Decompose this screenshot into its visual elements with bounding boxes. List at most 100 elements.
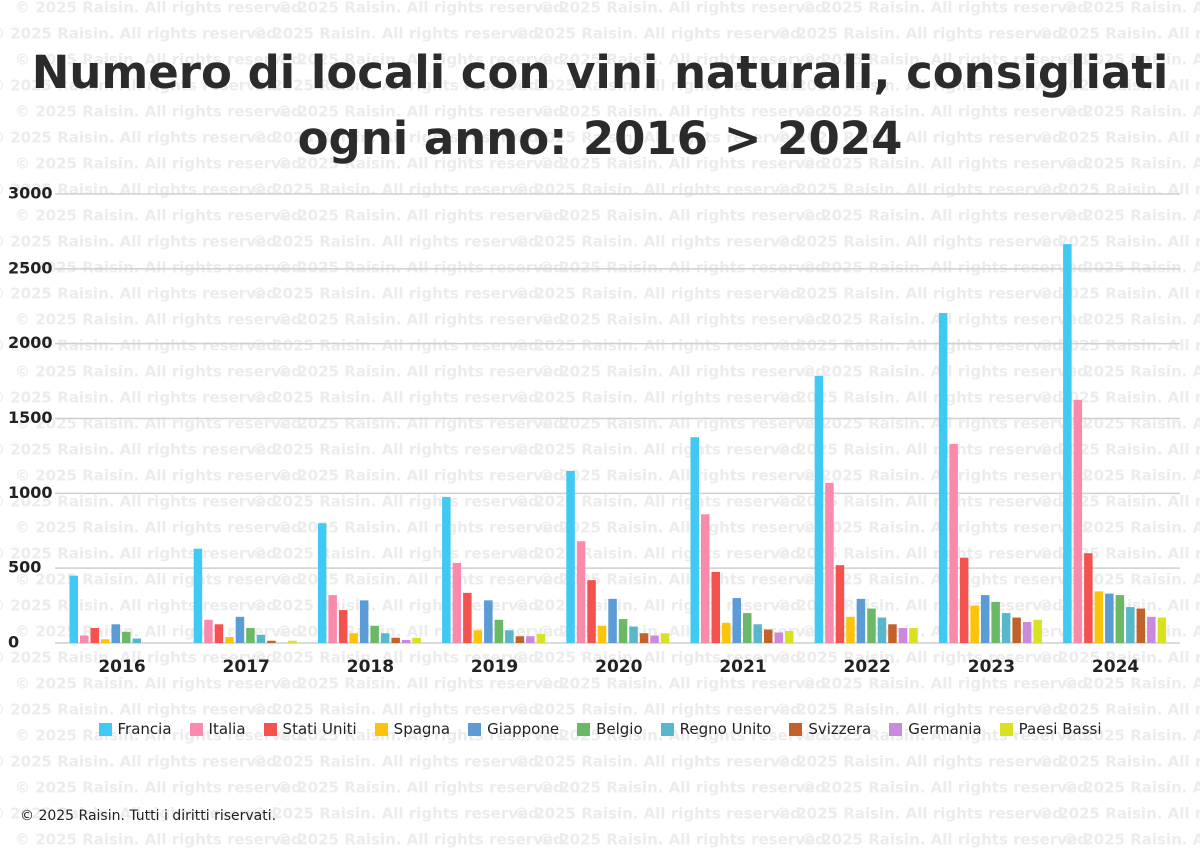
watermark: © 2025 Raisin. All rights reserved. xyxy=(801,779,1094,797)
watermark: © 2025 Raisin. All rights reserved. xyxy=(1063,103,1200,121)
y-tick-label: 3000 xyxy=(8,184,53,203)
watermark: © 2025 Raisin. All rights reserved. xyxy=(539,571,832,589)
watermark: © 2025 Raisin. All rights reserved. xyxy=(801,259,1094,277)
watermark: © 2025 Raisin. All rights reserved. xyxy=(252,337,545,355)
bar xyxy=(856,598,866,643)
legend-swatch xyxy=(999,722,1013,736)
bar xyxy=(1157,617,1167,643)
bar xyxy=(391,637,400,643)
bar xyxy=(814,375,824,643)
watermark: © 2025 Raisin. All rights reserved. xyxy=(0,337,283,355)
watermark: © 2025 Raisin. All rights reserved. xyxy=(801,831,1094,849)
watermark: © 2025 Raisin. All rights reserved. xyxy=(514,753,807,771)
watermark: © 2025 Raisin. All rights reserved. xyxy=(1038,753,1200,771)
watermark: © 2025 Raisin. All rights reserved. xyxy=(277,103,570,121)
watermark: © 2025 Raisin. All rights reserved. xyxy=(15,363,308,381)
watermark: © 2025 Raisin. All rights reserved. xyxy=(514,129,807,147)
watermark: © 2025 Raisin. All rights reserved. xyxy=(0,389,283,407)
watermark: © 2025 Raisin. All rights reserved. xyxy=(514,77,807,95)
legend-swatch xyxy=(889,722,903,736)
watermark: © 2025 Raisin. All rights reserved. xyxy=(277,831,570,849)
bar xyxy=(1022,622,1032,643)
y-tick-label: 1000 xyxy=(8,483,53,502)
watermark: © 2025 Raisin. All rights reserved. xyxy=(0,285,283,303)
bar xyxy=(711,571,720,643)
watermark: © 2025 Raisin. All rights reserved. xyxy=(776,233,1069,251)
watermark: © 2025 Raisin. All rights reserved. xyxy=(514,233,807,251)
bar xyxy=(473,630,483,643)
watermark: © 2025 Raisin. All rights reserved. xyxy=(1063,571,1200,589)
bar xyxy=(256,634,266,643)
bar xyxy=(1147,616,1156,643)
watermark: © 2025 Raisin. All rights reserved. xyxy=(252,649,545,667)
watermark: © 2025 Raisin. All rights reserved. xyxy=(15,207,308,225)
watermark: © 2025 Raisin. All rights reserved. xyxy=(776,337,1069,355)
bar xyxy=(1094,591,1104,643)
bar xyxy=(701,514,710,643)
watermark: © 2025 Raisin. All rights reserved. xyxy=(252,77,545,95)
legend-swatch xyxy=(189,722,203,736)
bar xyxy=(401,640,411,643)
watermark: © 2025 Raisin. All rights reserved. xyxy=(801,727,1094,745)
bar xyxy=(650,635,659,643)
watermark: © 2025 Raisin. All rights reserved. xyxy=(1038,337,1200,355)
watermark: © 2025 Raisin. All rights reserved. xyxy=(539,311,832,329)
legend-swatch xyxy=(468,722,482,736)
watermark: © 2025 Raisin. All rights reserved. xyxy=(539,727,832,745)
bar xyxy=(246,628,255,643)
bar xyxy=(639,633,649,643)
watermark: © 2025 Raisin. All rights reserved. xyxy=(1063,207,1200,225)
watermark: © 2025 Raisin. All rights reserved. xyxy=(277,207,570,225)
bar xyxy=(338,610,348,643)
watermark: © 2025 Raisin. All rights reserved. xyxy=(277,155,570,173)
bar xyxy=(204,619,213,643)
watermark: © 2025 Raisin. All rights reserved. xyxy=(1063,675,1200,693)
bar xyxy=(785,631,794,643)
bar xyxy=(1063,244,1072,643)
watermark: © 2025 Raisin. All rights reserved. xyxy=(277,51,570,69)
legend-item: Svizzera xyxy=(789,720,871,738)
watermark: © 2025 Raisin. All rights reserved. xyxy=(539,0,832,17)
watermark: © 2025 Raisin. All rights reserved. xyxy=(514,701,807,719)
watermark: © 2025 Raisin. All rights reserved. xyxy=(252,389,545,407)
watermark: © 2025 Raisin. All rights reserved. xyxy=(277,311,570,329)
legend-label: Regno Unito xyxy=(679,720,772,738)
watermark: © 2025 Raisin. All rights reserved. xyxy=(15,467,308,485)
watermark: © 2025 Raisin. All rights reserved. xyxy=(1038,129,1200,147)
bar xyxy=(515,636,525,643)
x-tick-label: 2018 xyxy=(347,657,394,677)
legend-label: Paesi Bassi xyxy=(1018,720,1102,738)
watermark: © 2025 Raisin. All rights reserved. xyxy=(776,753,1069,771)
watermark: © 2025 Raisin. All rights reserved. xyxy=(1038,25,1200,43)
x-tick-label: 2019 xyxy=(471,657,518,677)
bar xyxy=(1084,553,1093,643)
watermark: © 2025 Raisin. All rights reserved. xyxy=(1038,701,1200,719)
watermark: © 2025 Raisin. All rights reserved. xyxy=(252,805,545,823)
legend-swatch xyxy=(98,722,112,736)
bar xyxy=(959,557,969,643)
bar xyxy=(660,633,670,643)
bar xyxy=(938,312,948,643)
bar xyxy=(101,639,110,643)
watermark: © 2025 Raisin. All rights reserved. xyxy=(539,51,832,69)
watermark: © 2025 Raisin. All rights reserved. xyxy=(1063,259,1200,277)
watermark: © 2025 Raisin. All rights reserved. xyxy=(1038,493,1200,511)
watermark: © 2025 Raisin. All rights reserved. xyxy=(539,363,832,381)
bar xyxy=(267,640,276,643)
bar xyxy=(1126,607,1135,643)
watermark: © 2025 Raisin. All rights reserved. xyxy=(277,779,570,797)
legend-item: Spagna xyxy=(374,720,450,738)
bar xyxy=(888,624,897,643)
watermark: © 2025 Raisin. All rights reserved. xyxy=(277,259,570,277)
watermark: © 2025 Raisin. All rights reserved. xyxy=(252,545,545,563)
watermark: © 2025 Raisin. All rights reserved. xyxy=(277,415,570,433)
watermark: © 2025 Raisin. All rights reserved. xyxy=(776,181,1069,199)
legend-item: Paesi Bassi xyxy=(999,720,1102,738)
watermark: © 2025 Raisin. All rights reserved. xyxy=(0,77,283,95)
watermark: © 2025 Raisin. All rights reserved. xyxy=(1063,51,1200,69)
watermark: © 2025 Raisin. All rights reserved. xyxy=(514,805,807,823)
watermark: © 2025 Raisin. All rights reserved. xyxy=(539,467,832,485)
watermark: © 2025 Raisin. All rights reserved. xyxy=(277,0,570,17)
footer: © 2025 Raisin. Tutti i diritti riservati… xyxy=(20,808,277,824)
